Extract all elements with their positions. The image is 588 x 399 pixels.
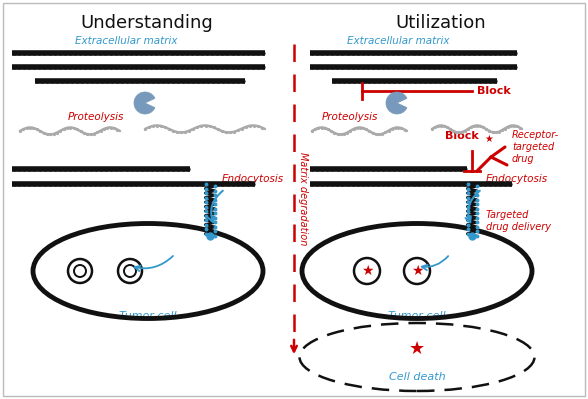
Text: ★: ★ (411, 264, 423, 278)
Wedge shape (134, 92, 155, 114)
Text: Proteolysis: Proteolysis (68, 112, 125, 122)
Text: Utilization: Utilization (396, 14, 486, 32)
Text: ★: ★ (409, 340, 425, 358)
Text: Targeted
drug delivery: Targeted drug delivery (486, 210, 551, 232)
Text: Tumor cell: Tumor cell (119, 311, 177, 321)
Text: Proteolysis: Proteolysis (322, 112, 378, 122)
Text: Cell death: Cell death (389, 372, 445, 382)
Text: Understanding: Understanding (81, 14, 213, 32)
Text: Endocytosis: Endocytosis (486, 174, 548, 184)
Text: Matrix degradation: Matrix degradation (298, 152, 308, 246)
Text: Extracellular matrix: Extracellular matrix (75, 36, 178, 46)
Text: Tumor cell: Tumor cell (388, 311, 446, 321)
Text: Block: Block (477, 86, 511, 96)
Wedge shape (386, 92, 407, 114)
Text: Receptor-
targeted
drug: Receptor- targeted drug (512, 130, 559, 164)
Text: Block: Block (445, 131, 479, 141)
Text: ★: ★ (485, 134, 493, 144)
Text: Extracellular matrix: Extracellular matrix (347, 36, 449, 46)
Text: ★: ★ (361, 264, 373, 278)
Text: Endocytosis: Endocytosis (222, 174, 284, 184)
